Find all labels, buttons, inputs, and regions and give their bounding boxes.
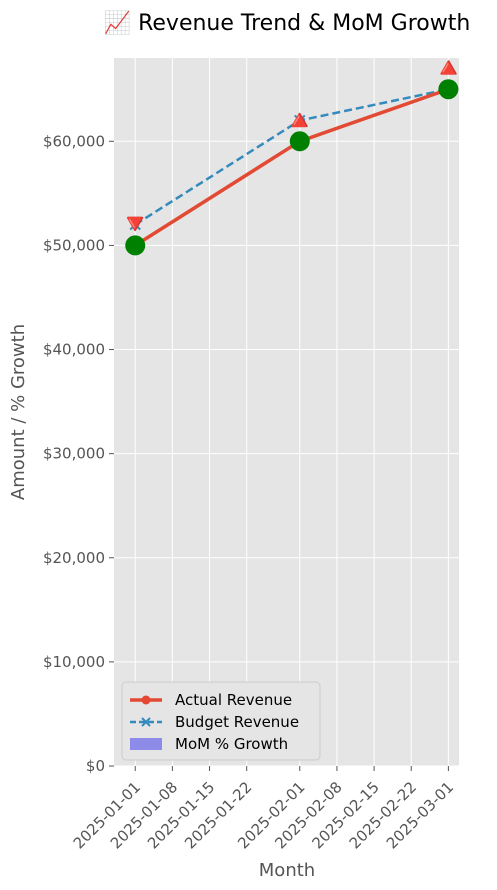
- y-axis-label: Amount / % Growth: [8, 324, 29, 500]
- actual-revenue-point: [289, 131, 310, 152]
- actual-revenue-point: [125, 235, 146, 256]
- actual-revenue-point: [438, 79, 459, 100]
- y-tick-label: $0: [86, 757, 105, 775]
- point-annotation: 🔻: [118, 207, 153, 240]
- legend-marker-budget: [141, 717, 151, 727]
- legend-label: Budget Revenue: [175, 713, 299, 731]
- x-axis-label: Month: [259, 860, 315, 881]
- point-annotations: 🔻 🔺 🔺: [118, 51, 466, 240]
- point-annotation: 🔺: [431, 51, 466, 84]
- y-tick-label: $60,000: [43, 132, 105, 150]
- y-tick-label: $50,000: [43, 236, 105, 254]
- y-axis: $0 $10,000 $20,000 $30,000 $40,000 $50,000 $60…: [43, 132, 114, 775]
- legend-box: [121, 681, 321, 761]
- point-annotation: 🔺: [282, 103, 317, 136]
- legend-label: MoM % Growth: [175, 735, 288, 753]
- chart-title: 📈 Revenue Trend & MoM Growth: [104, 10, 471, 36]
- legend-label: Actual Revenue: [175, 691, 292, 709]
- y-tick-label: $20,000: [43, 549, 105, 567]
- x-axis: 2025-01-012025-01-082025-01-152025-01-22…: [70, 766, 457, 852]
- budget-revenue-point: [294, 114, 306, 127]
- y-tick-label: $30,000: [43, 445, 105, 463]
- plot-area: [114, 58, 459, 766]
- y-tick-label: $40,000: [43, 341, 105, 359]
- legend: Actual Revenue Budget Revenue MoM % Growth: [121, 681, 321, 761]
- legend-marker-actual: [141, 695, 151, 705]
- y-tick-label: $10,000: [43, 653, 105, 671]
- legend-swatch-growth: [130, 738, 162, 750]
- series: [125, 79, 459, 256]
- budget-revenue-point: [129, 218, 141, 231]
